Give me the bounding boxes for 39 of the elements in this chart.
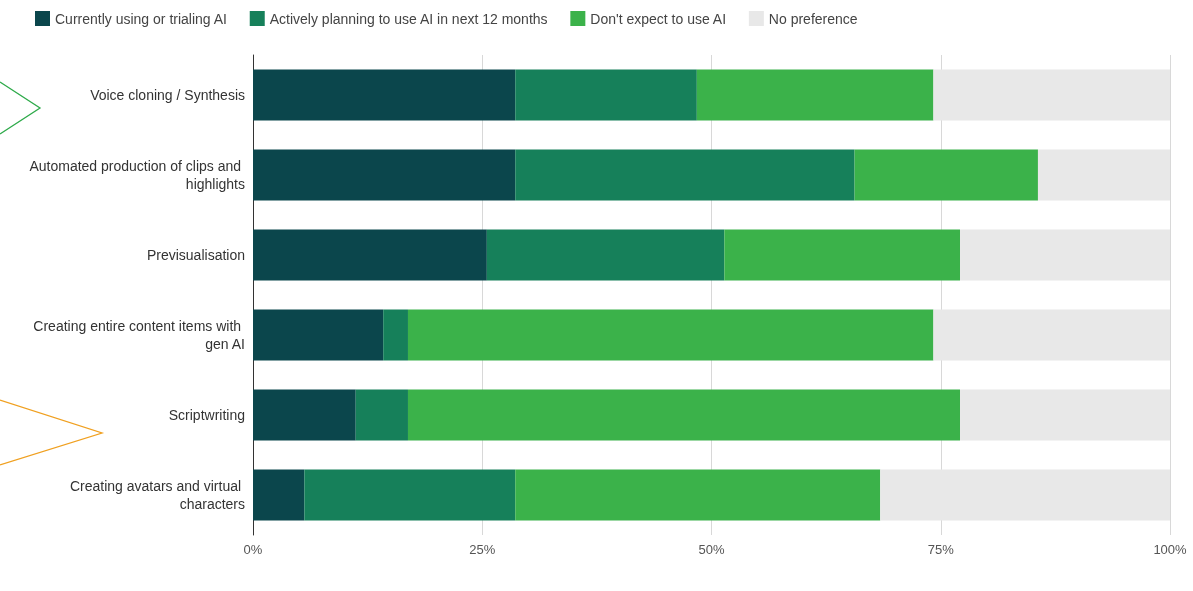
bar <box>724 229 961 281</box>
bar <box>253 69 516 121</box>
x-tick-label: 0% <box>243 542 263 557</box>
bar <box>515 69 697 121</box>
y-tick-label: Automated production of clips and highlights <box>29 158 245 192</box>
bar <box>515 469 881 521</box>
bar <box>1037 149 1170 201</box>
bar <box>696 69 934 121</box>
bar <box>407 389 961 441</box>
bar <box>933 309 1170 361</box>
bar <box>355 389 408 441</box>
bar <box>253 469 305 521</box>
y-tick-label: Previsualisation <box>146 247 245 263</box>
x-tick-label: 100% <box>1153 542 1188 557</box>
legend-label: Don't expect to use AI <box>590 10 727 27</box>
bar <box>253 389 356 441</box>
bar <box>960 229 1170 281</box>
bar <box>880 469 1170 521</box>
bar <box>253 309 384 361</box>
bar <box>486 229 725 281</box>
y-tick-label: Creating entire content items with gen AI <box>33 318 245 352</box>
bar <box>854 149 1038 201</box>
bar <box>407 309 934 361</box>
x-tick-label: 25% <box>469 542 496 557</box>
bar <box>253 149 516 201</box>
y-tick-label: Voice cloning / Synthesis <box>90 87 245 103</box>
x-tick-label: 50% <box>698 542 725 557</box>
y-tick-label: Scriptwriting <box>168 407 245 423</box>
bar <box>383 309 408 361</box>
bar <box>253 229 487 281</box>
y-tick-label: Creating avatars and virtual characters <box>69 478 245 512</box>
bar <box>304 469 516 521</box>
legend-label: No preference <box>768 10 858 27</box>
bar <box>933 69 1170 121</box>
legend-label: Currently using or trialing AI <box>55 10 227 27</box>
bar <box>960 389 1170 441</box>
bar <box>515 149 855 201</box>
legend-label: Actively planning to use AI in next 12 months <box>269 10 548 27</box>
x-tick-label: 75% <box>927 542 955 557</box>
